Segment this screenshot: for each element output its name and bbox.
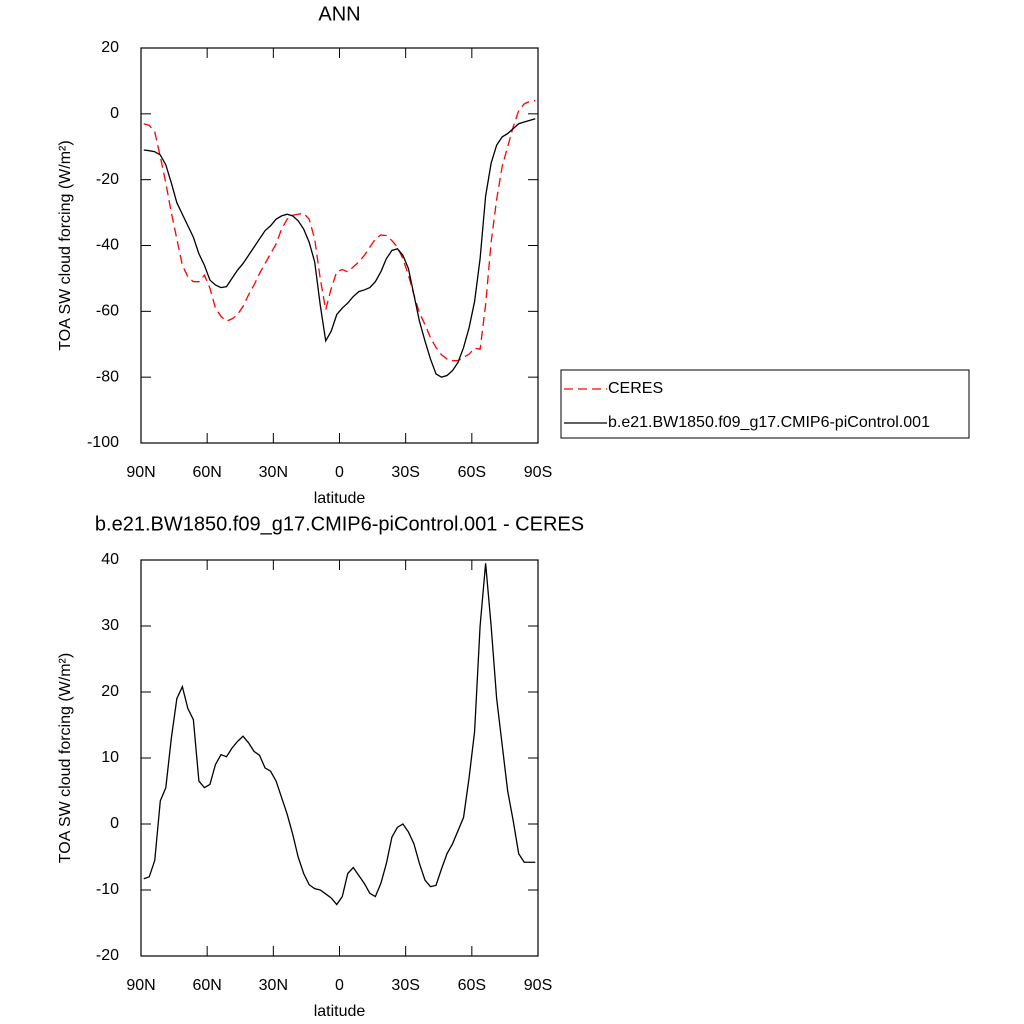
- y-tick-label: 10: [101, 749, 119, 766]
- x-tick-label: 30S: [391, 464, 419, 481]
- legend-label: CERES: [608, 380, 663, 397]
- y-tick-label: -40: [96, 237, 119, 254]
- y-tick-label: 20: [101, 683, 119, 700]
- x-tick-label: 60S: [458, 464, 486, 481]
- y-tick-label: 20: [101, 39, 119, 56]
- y-tick-label: 0: [110, 105, 119, 122]
- y-tick-label: 40: [101, 551, 119, 568]
- x-tick-label: 90S: [524, 464, 552, 481]
- plot-frame: [140, 559, 539, 957]
- x-tick-label: 60N: [192, 464, 221, 481]
- y-axis-label: TOA SW cloud forcing (W/m²): [57, 140, 74, 350]
- legend-box: [560, 369, 970, 439]
- y-tick-label: 30: [101, 617, 119, 634]
- y-axis-label: TOA SW cloud forcing (W/m²): [57, 653, 74, 863]
- x-tick-label: 30S: [391, 977, 419, 994]
- legend-label: b.e21.BW1850.f09_g17.CMIP6-piControl.001: [608, 414, 930, 431]
- x-tick-label: 30N: [259, 977, 288, 994]
- x-tick-label: 90N: [126, 464, 155, 481]
- x-axis-label: latitude: [314, 1003, 366, 1020]
- y-tick-label: 0: [110, 815, 119, 832]
- x-tick-label: 30N: [259, 464, 288, 481]
- x-tick-label: 90S: [524, 977, 552, 994]
- plot-frame: [140, 47, 539, 444]
- x-tick-label: 60N: [192, 977, 221, 994]
- chart-title: ANN: [318, 3, 360, 25]
- x-tick-label: 60S: [458, 977, 486, 994]
- x-tick-label: 90N: [126, 977, 155, 994]
- x-axis-label: latitude: [314, 490, 366, 507]
- x-tick-label: 0: [335, 977, 344, 994]
- data-line: [143, 100, 536, 362]
- y-tick-label: -60: [96, 303, 119, 320]
- y-tick-label: -80: [96, 368, 119, 385]
- data-line: [143, 563, 536, 906]
- chart-title: b.e21.BW1850.f09_g17.CMIP6-piControl.001…: [95, 513, 584, 535]
- y-tick-label: -100: [87, 434, 119, 451]
- data-line: [143, 118, 536, 378]
- y-tick-label: -10: [96, 881, 119, 898]
- y-tick-label: -20: [96, 171, 119, 188]
- x-tick-label: 0: [335, 464, 344, 481]
- y-tick-label: -20: [96, 947, 119, 964]
